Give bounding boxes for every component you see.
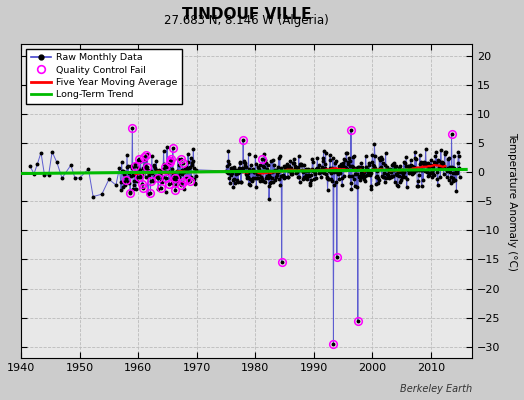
Y-axis label: Temperature Anomaly (°C): Temperature Anomaly (°C) [507, 132, 517, 271]
Text: 27.683 N, 8.146 W (Algeria): 27.683 N, 8.146 W (Algeria) [164, 14, 329, 27]
Text: Berkeley Earth: Berkeley Earth [400, 384, 472, 394]
Legend: Raw Monthly Data, Quality Control Fail, Five Year Moving Average, Long-Term Tren: Raw Monthly Data, Quality Control Fail, … [26, 49, 182, 104]
Title: TINDOUF VILLE: TINDOUF VILLE [182, 7, 311, 22]
